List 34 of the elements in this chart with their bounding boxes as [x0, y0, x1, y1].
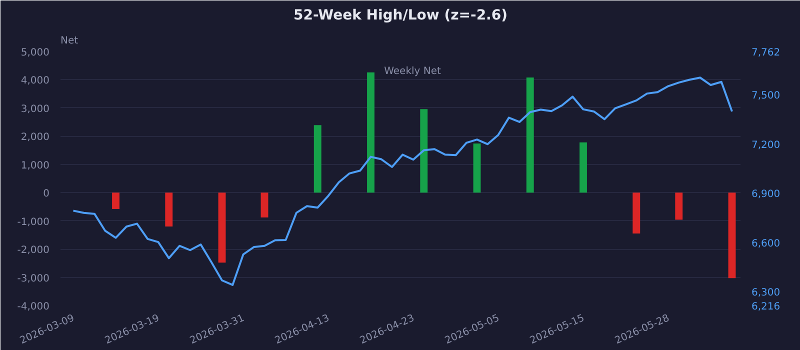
bar	[367, 72, 374, 193]
bar	[632, 192, 640, 234]
y2-tick-label: 6,900	[752, 189, 780, 200]
y-tick-label: 2,000	[20, 132, 50, 144]
bar	[675, 192, 683, 220]
bar	[420, 109, 428, 193]
bar	[314, 125, 322, 193]
y-tick-label: 1,000	[20, 160, 50, 172]
bar	[260, 192, 268, 218]
bar	[526, 77, 534, 193]
y-axis-title: Net	[60, 36, 78, 46]
y-tick-label: -1,000	[17, 216, 50, 228]
bar	[580, 142, 587, 193]
bar	[112, 192, 120, 209]
y-tick-label: 5,000	[20, 48, 50, 58]
series-label: Weekly Net	[384, 66, 441, 76]
y-tick-label: -2,000	[17, 245, 50, 256]
y-tick-label: 3,000	[20, 104, 50, 115]
y2-tick-label: 7,500	[752, 90, 780, 102]
bar	[165, 192, 173, 226]
bar	[728, 192, 736, 278]
y-tick-label: 4,000	[20, 76, 50, 87]
y2-tick-label: 7,762	[752, 48, 780, 58]
y-tick-label: 0	[43, 188, 50, 200]
bar	[218, 192, 226, 263]
y-tick-label: -4,000	[17, 302, 50, 312]
y2-tick-label: 6,600	[752, 238, 780, 250]
y-tick-label: -3,000	[17, 273, 50, 284]
y2-tick-label: 6,300	[752, 288, 780, 299]
y2-tick-label: 7,200	[752, 140, 780, 151]
chart-title: 52-Week High/Low (z=-2.6)	[293, 8, 508, 24]
line-series	[72, 76, 733, 286]
y2-tick-label: 6,216	[752, 302, 780, 312]
bar	[473, 144, 481, 193]
